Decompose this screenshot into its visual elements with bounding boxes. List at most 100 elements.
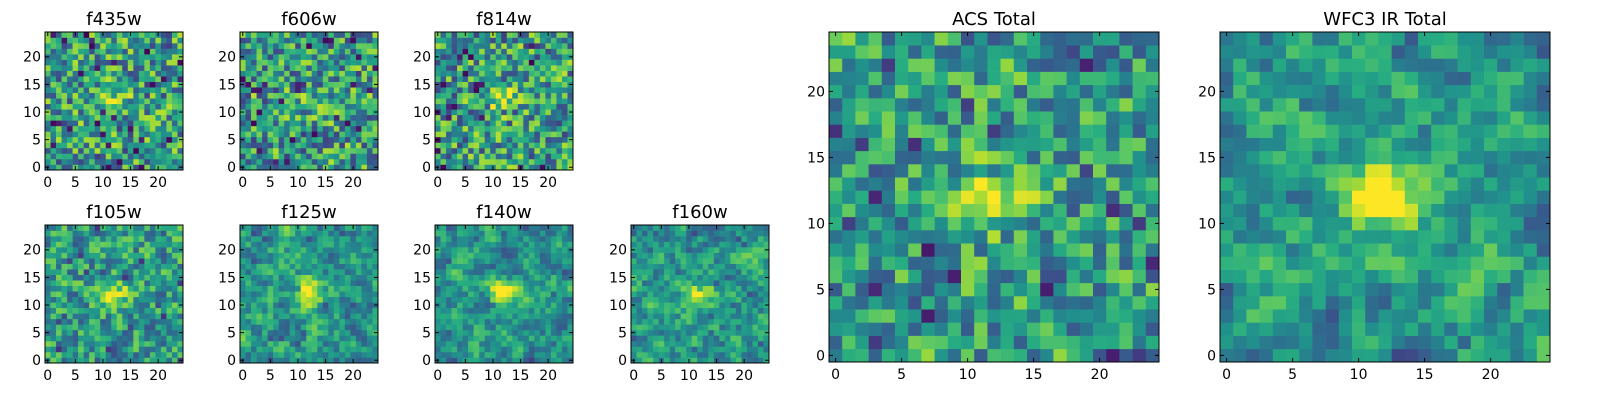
heatmap-cell — [462, 54, 469, 60]
heatmap-cell — [545, 125, 552, 132]
heatmap-cell — [94, 357, 101, 364]
heatmap-cell — [550, 258, 557, 264]
heatmap-cell — [567, 236, 574, 242]
heatmap-cell — [89, 340, 95, 347]
heatmap-cell — [138, 318, 145, 325]
y-tick-label: 0 — [32, 160, 41, 176]
heatmap-cell — [517, 147, 524, 154]
heatmap-cell — [675, 258, 681, 264]
heatmap-cell — [719, 307, 726, 314]
heatmap-cell — [642, 263, 648, 270]
heatmap-cell — [686, 291, 693, 298]
heatmap-cell — [344, 81, 351, 88]
heatmap-cell — [763, 263, 770, 270]
heatmap-cell — [328, 351, 335, 358]
heatmap-cell — [138, 357, 145, 364]
heatmap-cell — [100, 252, 107, 259]
heatmap-cell — [111, 109, 118, 116]
heatmap-cell — [339, 302, 346, 309]
heatmap-cell — [328, 335, 335, 342]
heatmap-cell — [1027, 177, 1041, 191]
heatmap-cell — [289, 37, 296, 44]
heatmap-cell — [642, 252, 648, 259]
heatmap-cell — [240, 92, 246, 99]
heatmap-cell — [556, 318, 563, 325]
heatmap-cell — [451, 247, 458, 253]
heatmap-cell — [545, 109, 552, 116]
heatmap-cell — [122, 241, 129, 248]
heatmap-cell — [735, 307, 742, 314]
heatmap-cell — [495, 340, 502, 347]
heatmap-cell — [317, 153, 324, 160]
heatmap-cell — [133, 65, 140, 71]
heatmap-cell — [240, 147, 246, 154]
heatmap-cell — [961, 335, 975, 350]
heatmap-cell — [987, 335, 1001, 350]
heatmap-cell — [468, 269, 474, 275]
heatmap-cell — [495, 296, 502, 303]
heatmap-cell — [94, 225, 101, 231]
heatmap-cell — [457, 70, 463, 77]
heatmap-cell — [534, 280, 541, 287]
heatmap-cell — [127, 280, 134, 287]
heatmap-cell — [484, 329, 491, 336]
heatmap-cell — [680, 263, 687, 270]
heatmap-cell — [763, 230, 770, 237]
heatmap-cell — [664, 340, 670, 347]
heatmap-cell — [333, 147, 340, 154]
heatmap-cell — [468, 285, 474, 292]
heatmap-cell — [89, 252, 95, 259]
heatmap-cell — [100, 346, 107, 353]
heatmap-cell — [702, 313, 709, 320]
heatmap-cell — [333, 357, 340, 364]
heatmap-cell — [556, 346, 563, 353]
heatmap-cell — [138, 269, 145, 275]
heatmap-cell — [457, 43, 463, 49]
heatmap-cell — [451, 291, 458, 298]
heatmap-cell — [561, 103, 568, 110]
heatmap-cell — [523, 263, 530, 270]
panel-title: f160w — [672, 202, 727, 223]
heatmap-cell — [501, 324, 508, 331]
heatmap-cell — [251, 125, 257, 132]
heatmap-cell — [539, 269, 546, 275]
heatmap-cell — [1013, 296, 1028, 310]
heatmap-cell — [539, 274, 546, 281]
heatmap-cell — [440, 81, 447, 88]
heatmap-cell — [366, 43, 373, 49]
heatmap-cell — [306, 236, 313, 242]
heatmap-cell — [708, 296, 715, 303]
heatmap-cell — [484, 142, 491, 149]
heatmap-cell — [550, 147, 557, 154]
heatmap-cell — [550, 32, 557, 38]
heatmap-cell — [94, 70, 101, 77]
y-tick-label: 5 — [618, 326, 627, 342]
heatmap-cell — [697, 346, 704, 353]
heatmap-cell — [435, 87, 441, 94]
heatmap-cell — [501, 230, 508, 237]
heatmap-cell — [512, 258, 519, 264]
heatmap-cell — [691, 269, 698, 275]
heatmap-cell — [89, 324, 95, 331]
heatmap-cell — [50, 258, 57, 264]
heatmap-cell — [78, 236, 84, 242]
heatmap-cell — [160, 92, 167, 99]
heatmap-cell — [446, 258, 452, 264]
heatmap-cell — [256, 125, 263, 132]
heatmap-cell — [328, 285, 335, 292]
heatmap-cells — [631, 225, 770, 364]
heatmap-cell — [735, 324, 742, 331]
heatmap-cell — [697, 274, 704, 281]
heatmap-cell — [171, 302, 178, 309]
heatmap-cell — [366, 357, 373, 364]
heatmap-cell — [545, 307, 552, 314]
heatmap-cell — [256, 307, 263, 314]
heatmap-cell — [1013, 282, 1028, 297]
heatmap-cell — [490, 48, 497, 55]
heatmap-cell — [947, 322, 962, 336]
heatmap-cell — [100, 54, 107, 60]
heatmap-cell — [267, 258, 274, 264]
heatmap-cell — [149, 307, 156, 314]
heatmap-cell — [473, 142, 480, 149]
